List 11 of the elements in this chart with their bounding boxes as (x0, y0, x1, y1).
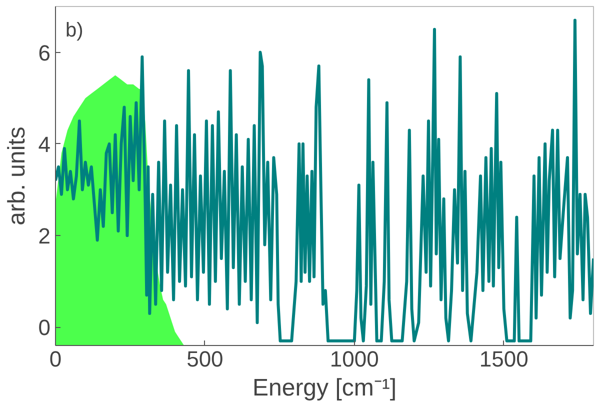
x-tick-label: 1500 (479, 346, 528, 372)
annotation: b) (66, 20, 84, 42)
x-axis-title: Energy [cm⁻¹] (252, 374, 397, 402)
x-tick-label: 1000 (330, 346, 379, 372)
x-tick-label: 500 (186, 346, 224, 372)
y-tick-label: 0 (38, 315, 51, 340)
y-tick-label: 6 (38, 40, 51, 66)
y-axis-title: arb. units (3, 126, 30, 226)
y-tick-label: 2 (38, 224, 51, 249)
line-series (56, 18, 594, 342)
y-tick-label: 4 (38, 132, 51, 157)
